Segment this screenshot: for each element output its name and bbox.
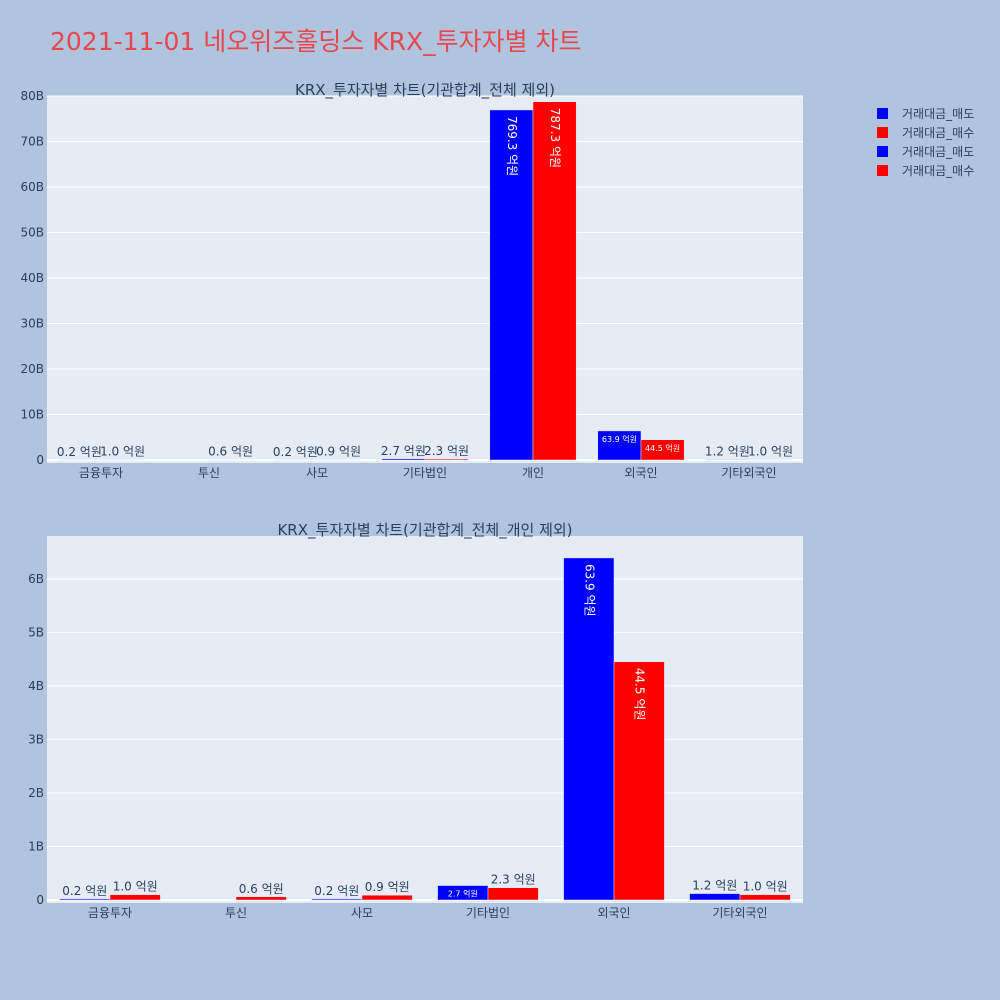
bar-buy bbox=[109, 894, 161, 901]
legend-swatch bbox=[877, 108, 888, 119]
legend-label: 거래대금_매수 bbox=[902, 126, 974, 140]
subplot-title: KRX_투자자별 차트(기관합계_전체 제외) bbox=[295, 81, 555, 100]
y-tick-label: 1B bbox=[28, 839, 44, 853]
data-label: 1.0 억원 bbox=[100, 445, 145, 459]
bar-buy bbox=[487, 887, 539, 901]
subplot-title: KRX_투자자별 차트(기관합계_전체_개인 제외) bbox=[277, 521, 572, 540]
data-label: 0.9 억원 bbox=[365, 880, 410, 894]
data-label: 44.5 억원 bbox=[633, 668, 647, 721]
bar-buy bbox=[235, 896, 287, 901]
data-label: 0.2 억원 bbox=[314, 884, 359, 898]
bar-sell bbox=[59, 898, 111, 901]
y-tick-label: 50B bbox=[20, 226, 44, 240]
x-tick-label: 외국인 bbox=[597, 906, 630, 920]
data-label: 0.6 억원 bbox=[208, 445, 253, 459]
bar-sell bbox=[311, 898, 363, 901]
data-label: 2.7 억원 bbox=[448, 889, 478, 899]
bar-sell bbox=[689, 893, 741, 901]
data-label: 787.3 억원 bbox=[548, 108, 562, 168]
x-tick-label: 기타법인 bbox=[403, 466, 447, 480]
data-label: 0.9 억원 bbox=[316, 445, 361, 459]
bar-buy bbox=[424, 458, 469, 461]
data-label: 1.0 억원 bbox=[743, 880, 788, 894]
y-tick-label: 10B bbox=[20, 408, 44, 422]
x-tick-label: 기타외국인 bbox=[712, 906, 767, 920]
x-tick-label: 사모 bbox=[351, 906, 373, 920]
bar-buy bbox=[613, 661, 665, 901]
y-tick-label: 80B bbox=[20, 89, 44, 103]
bar-buy bbox=[532, 101, 577, 461]
x-tick-label: 투신 bbox=[198, 466, 220, 480]
legend-label: 거래대금_매수 bbox=[902, 164, 974, 178]
x-tick-label: 사모 bbox=[306, 466, 328, 480]
legend-swatch bbox=[877, 127, 888, 138]
data-label: 0.2 억원 bbox=[57, 445, 102, 459]
data-label: 1.0 억원 bbox=[113, 880, 158, 894]
y-tick-label: 40B bbox=[20, 271, 44, 285]
y-tick-label: 5B bbox=[28, 625, 44, 639]
y-tick-label: 70B bbox=[20, 135, 44, 149]
data-label: 44.5 억원 bbox=[645, 443, 680, 453]
data-label: 0.2 억원 bbox=[62, 884, 107, 898]
x-tick-label: 금융투자 bbox=[88, 906, 132, 920]
data-label: 63.9 억원 bbox=[602, 434, 637, 444]
legend-label: 거래대금_매도 bbox=[902, 145, 974, 159]
plot-background bbox=[47, 96, 803, 463]
y-tick-label: 4B bbox=[28, 679, 44, 693]
bar-buy bbox=[739, 894, 791, 901]
data-label: 769.3 억원 bbox=[505, 116, 519, 176]
x-tick-label: 금융투자 bbox=[79, 466, 123, 480]
data-label: 2.3 억원 bbox=[491, 873, 536, 887]
page-title: 2021-11-01 네오위즈홀딩스 KRX_투자자별 차트 bbox=[50, 27, 582, 56]
bar-sell bbox=[705, 459, 750, 461]
x-tick-label: 투신 bbox=[225, 906, 247, 920]
y-tick-label: 60B bbox=[20, 180, 44, 194]
x-tick-label: 외국인 bbox=[624, 466, 657, 480]
data-label: 0.2 억원 bbox=[273, 445, 318, 459]
bar-sell bbox=[597, 430, 642, 461]
y-tick-label: 6B bbox=[28, 572, 44, 586]
legend-swatch bbox=[877, 146, 888, 157]
data-label: 1.2 억원 bbox=[692, 879, 737, 893]
data-label: 1.2 억원 bbox=[705, 444, 750, 458]
data-label: 2.7 억원 bbox=[381, 444, 426, 458]
y-tick-label: 30B bbox=[20, 317, 44, 331]
y-tick-label: 2B bbox=[28, 786, 44, 800]
x-tick-label: 기타외국인 bbox=[721, 466, 776, 480]
y-tick-label: 20B bbox=[20, 362, 44, 376]
legend-swatch bbox=[877, 165, 888, 176]
x-tick-label: 개인 bbox=[522, 466, 544, 480]
y-tick-label: 0 bbox=[36, 893, 44, 907]
data-label: 2.3 억원 bbox=[424, 444, 469, 458]
data-label: 1.0 억원 bbox=[748, 445, 793, 459]
bar-sell bbox=[563, 557, 615, 901]
bar-buy bbox=[361, 894, 413, 901]
bar-buy bbox=[640, 439, 685, 461]
y-tick-label: 0 bbox=[36, 453, 44, 467]
chart-panel-1: 0 10B 20B 30B 40B 50B 60B 70B 80B KRX_투자자별 차트(기관합… bbox=[20, 81, 803, 480]
y-tick-label: 3B bbox=[28, 732, 44, 746]
data-label: 0.6 억원 bbox=[239, 882, 284, 896]
plot-background bbox=[47, 536, 803, 903]
chart-panel-2: 0 1B 2B 3B 4B 5B 6B KRX_투자자별 차트(기관합계_전체_개인 제외) 금… bbox=[28, 521, 803, 920]
data-label: 63.9 억원 bbox=[582, 564, 596, 617]
legend-label: 거래대금_매도 bbox=[902, 107, 974, 121]
x-tick-label: 기타법인 bbox=[466, 906, 510, 920]
bar-sell bbox=[489, 109, 534, 461]
bar-sell bbox=[381, 458, 426, 461]
